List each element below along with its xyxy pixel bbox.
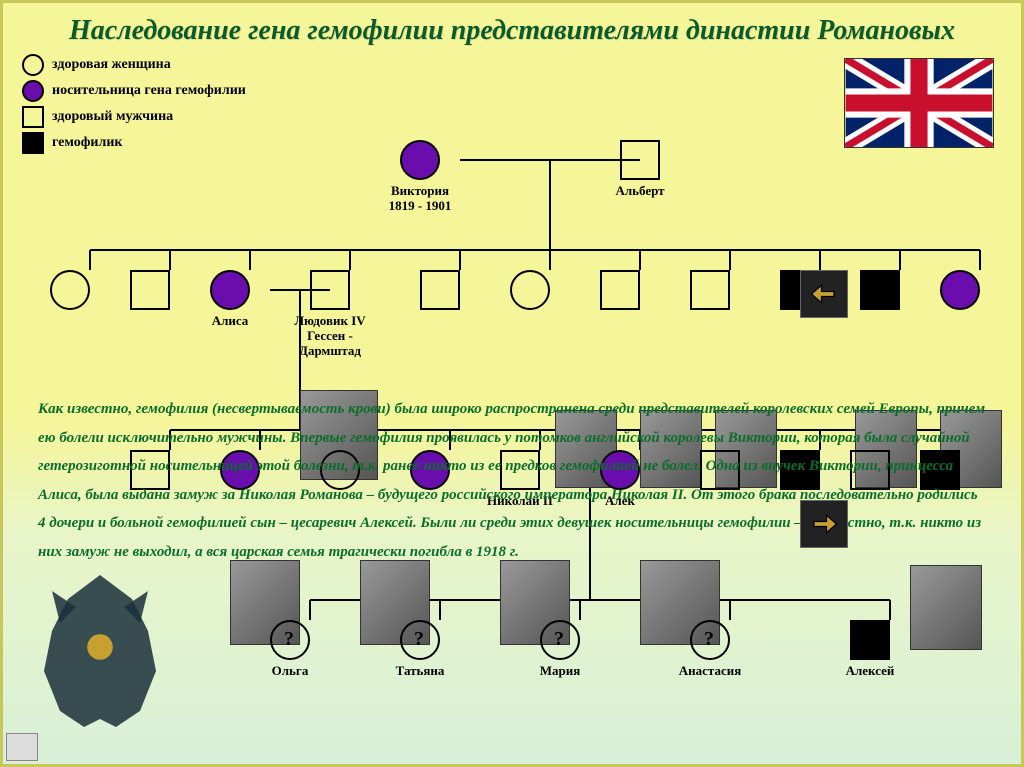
question-mark: ? [414,628,424,651]
legend-healthy-male: здоровый мужчина [22,106,246,128]
node-label: Мария [505,664,615,679]
arrow-right-icon [809,509,839,539]
pedigree-node [210,270,250,310]
pedigree-node [850,620,890,660]
back-button[interactable] [800,270,848,318]
legend-label: носительница гена гемофилии [52,83,246,99]
node-label: Альберт [585,184,695,199]
pedigree-node [690,270,730,310]
healthy-female-icon [22,54,44,76]
forward-button[interactable] [800,500,848,548]
arrow-left-icon [809,279,839,309]
node-label: Алексей [815,664,925,679]
russian-eagle-icon [20,557,180,737]
pedigree-node [620,140,660,180]
pedigree-node [310,270,350,310]
node-label: Людовик IV Гессен - Дармштад [275,314,385,359]
question-mark: ? [704,628,714,651]
node-label: Алиса [175,314,285,329]
corner-fold-icon [6,733,38,761]
pedigree-node [940,270,980,310]
healthy-male-icon [22,106,44,128]
question-mark: ? [554,628,564,651]
pedigree-node [130,270,170,310]
legend-hemophilic: гемофилик [22,132,246,154]
pedigree-node [50,270,90,310]
node-label: Анастасия [655,664,765,679]
legend-carrier-female: носительница гена гемофилии [22,80,246,102]
photo-placeholder [910,565,982,650]
hemophilic-icon [22,132,44,154]
pedigree-node [510,270,550,310]
node-label: Ольга [235,664,345,679]
legend-label: здоровая женщина [52,57,171,73]
pedigree-node [860,270,900,310]
pedigree-node [600,270,640,310]
carrier-female-icon [22,80,44,102]
legend-healthy-female: здоровая женщина [22,54,246,76]
node-label: Татьяна [365,664,475,679]
legend-label: гемофилик [52,135,122,151]
legend: здоровая женщина носительница гена гемоф… [22,54,246,158]
page-title: Наследование гена гемофилии представител… [0,14,1024,48]
pedigree-node [400,140,440,180]
question-mark: ? [284,628,294,651]
pedigree-node [420,270,460,310]
uk-flag-icon [844,58,994,148]
legend-label: здоровый мужчина [52,109,173,125]
node-label: Виктория 1819 - 1901 [365,184,475,214]
